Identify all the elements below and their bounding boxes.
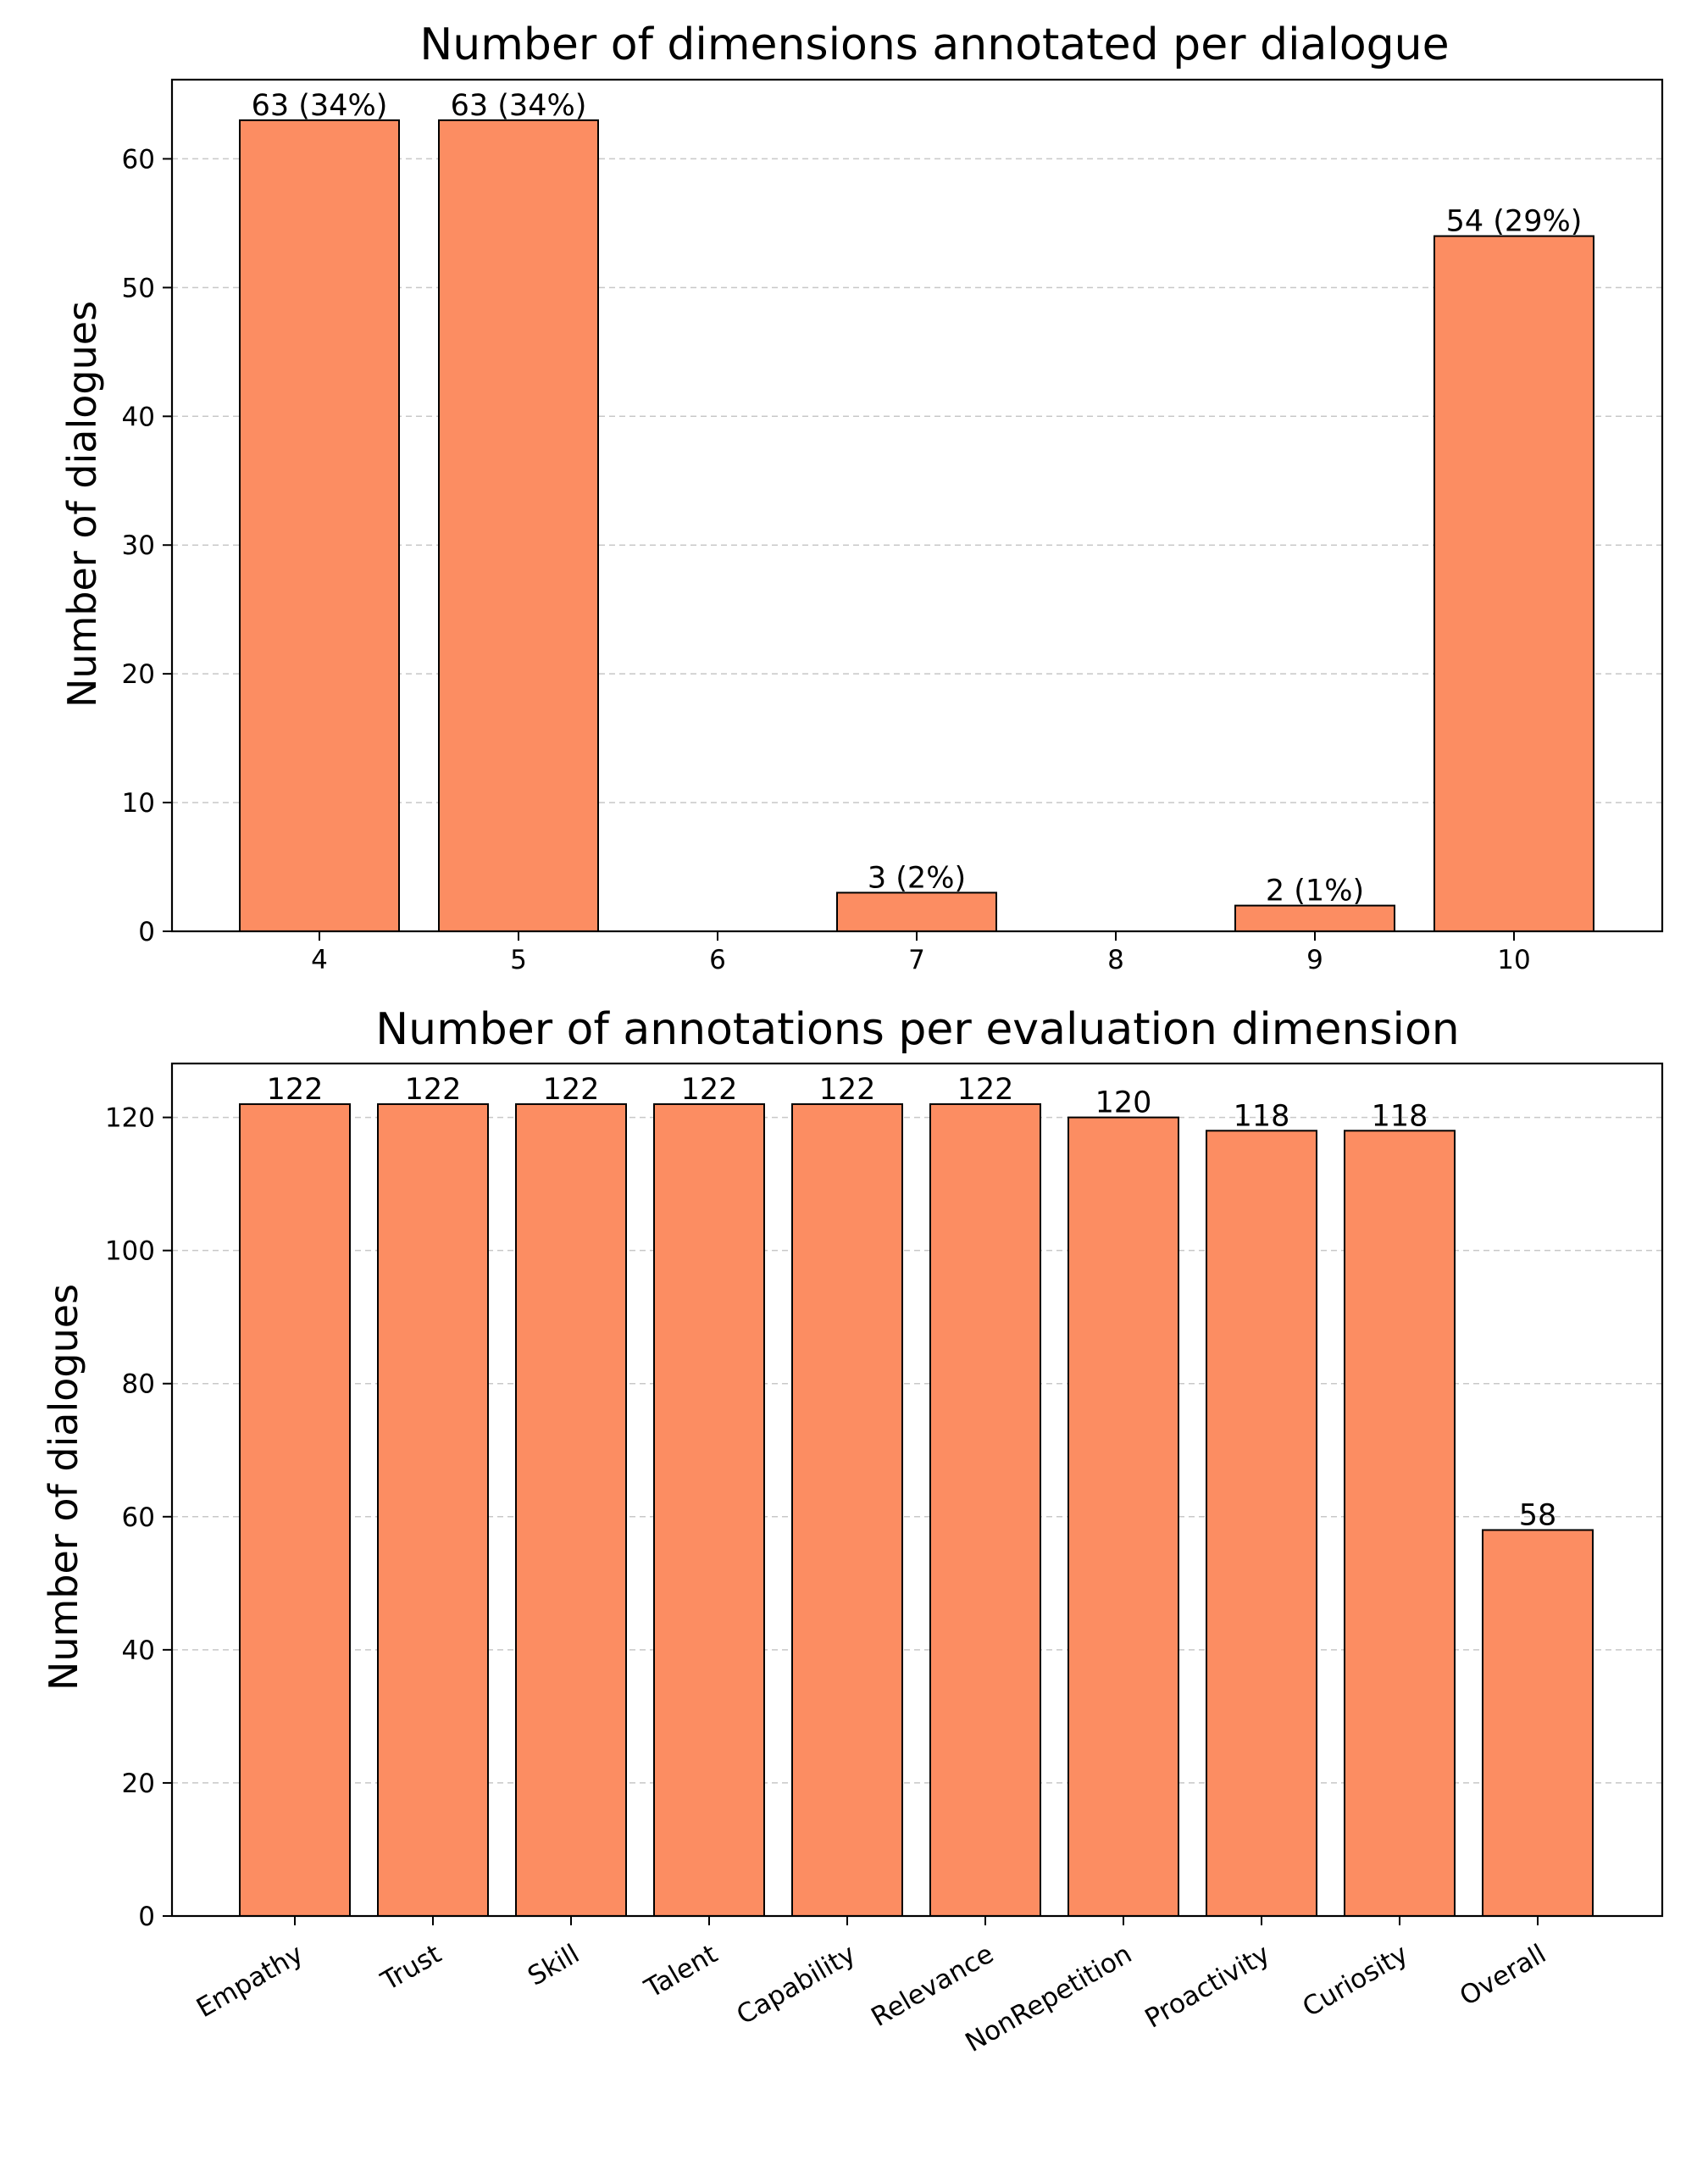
bar-data-label: 122 bbox=[957, 1073, 1014, 1107]
bar bbox=[653, 1102, 765, 1917]
bar bbox=[1482, 1529, 1594, 1917]
x-tick-label: Empathy bbox=[191, 1939, 308, 2024]
chart-1-x-ticks: 4 5 6 7 8 9 10 bbox=[311, 931, 1531, 975]
x-tick-label: 4 bbox=[311, 945, 328, 975]
x-tick-label: 6 bbox=[709, 945, 726, 975]
x-tick-label: 5 bbox=[510, 945, 527, 975]
y-tick-label: 100 bbox=[105, 1236, 155, 1267]
bar-data-label: 120 bbox=[1095, 1086, 1152, 1120]
y-tick-label: 40 bbox=[122, 1636, 155, 1666]
y-tick-label: 50 bbox=[122, 273, 155, 303]
chart-2-ylabel: Number of dialogues bbox=[41, 1284, 86, 1691]
y-tick-label: 60 bbox=[122, 1502, 155, 1533]
bar-data-label: 54 (29%) bbox=[1446, 205, 1583, 239]
x-tick-label: Talent bbox=[639, 1939, 723, 2005]
bar-data-label: 122 bbox=[543, 1073, 600, 1107]
bar bbox=[1234, 904, 1395, 932]
x-tick-label: 9 bbox=[1306, 945, 1323, 975]
x-tick-label: 8 bbox=[1107, 945, 1124, 975]
chart-2-y-ticks: 0 20 40 60 80 100 120 bbox=[105, 1103, 172, 1932]
bar bbox=[1206, 1130, 1317, 1917]
chart-1-gridlines bbox=[172, 158, 1662, 803]
x-tick-label: Capability bbox=[731, 1939, 861, 2031]
chart-1-bar-labels: 63 (34%) 63 (34%) 3 (2%) 2 (1%) 54 (29%) bbox=[252, 89, 1583, 908]
chart-2-bars bbox=[239, 1102, 1594, 1917]
chart-2-plot-frame bbox=[170, 1062, 1664, 1918]
bar bbox=[836, 891, 997, 932]
y-tick-label: 80 bbox=[122, 1369, 155, 1400]
bar-data-label: 122 bbox=[819, 1073, 876, 1107]
chart-annotations-per-dimension: Number of annotations per evaluation dim… bbox=[41, 1004, 1664, 2058]
chart-1-plot-frame bbox=[170, 78, 1664, 933]
chart-1-bars bbox=[239, 119, 1594, 933]
bar bbox=[515, 1102, 627, 1917]
bar bbox=[377, 1102, 489, 1917]
bar-data-label: 3 (2%) bbox=[868, 861, 966, 895]
x-tick-label: Trust bbox=[375, 1939, 446, 1997]
chart-2-x-ticks: Empathy Trust Skill Talent Capability Relevan… bbox=[191, 1916, 1551, 2058]
bar-data-label: 63 (34%) bbox=[252, 89, 388, 123]
bar-data-label: 118 bbox=[1234, 1099, 1290, 1133]
chart-1-ylabel: Number of dialogues bbox=[59, 301, 105, 708]
y-tick-label: 0 bbox=[138, 1902, 155, 1932]
chart-2-title: Number of annotations per evaluation dim… bbox=[375, 1004, 1459, 1055]
bar bbox=[239, 119, 400, 933]
x-tick-label: Proactivity bbox=[1140, 1939, 1275, 2035]
chart-2-bar-labels: 122 122 122 122 122 122 120 118 118 58 bbox=[267, 1073, 1557, 1533]
y-tick-label: 20 bbox=[122, 1769, 155, 1799]
bar-data-label: 58 bbox=[1519, 1499, 1557, 1533]
bar bbox=[239, 1102, 351, 1917]
x-tick-label: 10 bbox=[1497, 945, 1530, 975]
y-tick-label: 120 bbox=[105, 1103, 155, 1134]
bar-data-label: 118 bbox=[1372, 1099, 1428, 1133]
bar bbox=[1344, 1130, 1456, 1917]
y-tick-label: 40 bbox=[122, 402, 155, 432]
x-tick-label: Curiosity bbox=[1297, 1939, 1413, 2024]
bar-data-label: 63 (34%) bbox=[451, 89, 587, 123]
bar-data-label: 122 bbox=[681, 1073, 738, 1107]
bar-data-label: 122 bbox=[267, 1073, 324, 1107]
x-tick-label: Skill bbox=[523, 1939, 585, 1992]
bar bbox=[1068, 1116, 1179, 1917]
chart-1-title: Number of dimensions annotated per dialo… bbox=[419, 19, 1449, 70]
x-tick-label: Relevance bbox=[866, 1939, 999, 2033]
x-tick-label: Overall bbox=[1455, 1939, 1551, 2013]
bar-data-label: 2 (1%) bbox=[1266, 875, 1364, 908]
y-tick-label: 0 bbox=[138, 917, 155, 947]
bar bbox=[1434, 235, 1594, 932]
bar bbox=[929, 1102, 1041, 1917]
chart-dimensions-per-dialogue: Number of dimensions annotated per dialo… bbox=[59, 19, 1664, 975]
y-tick-label: 10 bbox=[122, 788, 155, 819]
bar bbox=[438, 119, 599, 933]
bar bbox=[791, 1102, 903, 1917]
y-tick-label: 30 bbox=[122, 530, 155, 561]
y-tick-label: 60 bbox=[122, 144, 155, 175]
bar-data-label: 122 bbox=[405, 1073, 462, 1107]
y-tick-label: 20 bbox=[122, 659, 155, 690]
x-tick-label: 7 bbox=[908, 945, 925, 975]
chart-1-y-ticks: 0 10 20 30 40 50 60 bbox=[122, 144, 172, 947]
